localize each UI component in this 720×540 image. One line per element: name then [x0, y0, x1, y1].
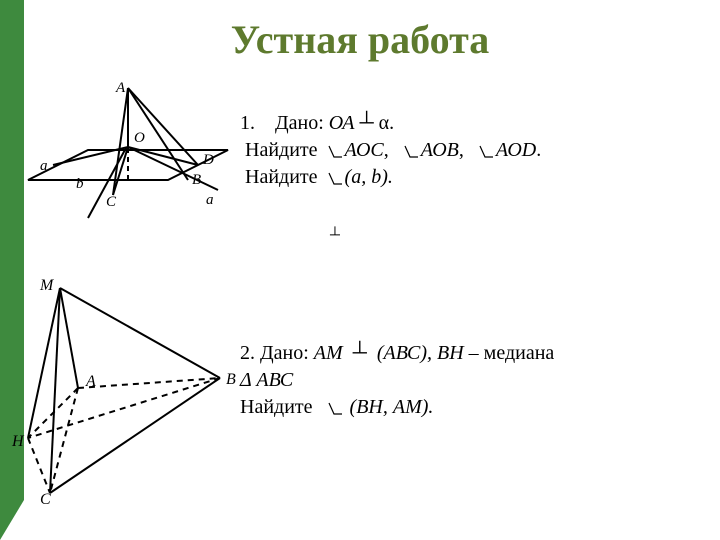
p1-find2: Найдите — [245, 166, 318, 188]
perp-icon: ┴ — [359, 112, 373, 134]
p1-find1: Найдите — [245, 139, 318, 161]
p1-num: 1. — [240, 112, 255, 134]
p2-am: АМ — [314, 342, 343, 364]
d2-label-H: H — [11, 433, 25, 450]
p1-ang1: АОС — [345, 139, 384, 161]
p2-line2: Δ АВС — [240, 367, 700, 394]
p1-ab: (а, b). — [345, 166, 393, 188]
angle-icon — [328, 172, 343, 185]
page-title: Устная работа — [0, 16, 720, 63]
p2-find: Найдите — [240, 396, 313, 418]
d2-label-B: B — [226, 371, 236, 388]
p2-line3: Найдите (ВН, АМ). — [240, 394, 700, 421]
d1-label-O: O — [134, 130, 145, 146]
diagram-1: A O D B C a a b — [18, 80, 238, 240]
angle-icon — [328, 402, 343, 415]
stray-perp-icon: ┴ — [330, 228, 340, 244]
p2-args: (ВН, АМ). — [350, 396, 434, 418]
problem-2: 2. Дано: АМ ┴ (АВС), ВН – медиана Δ АВС … — [240, 340, 700, 421]
p1-line2: Найдите АОС, АОВ, АОD. — [240, 137, 700, 164]
p2-median: медиана — [484, 342, 555, 364]
d1-label-D: D — [202, 152, 214, 168]
p1-alpha: α. — [379, 112, 394, 134]
perp-icon: ┴ — [353, 342, 367, 364]
angle-icon — [479, 145, 494, 158]
p1-ang3: АОD — [496, 139, 536, 161]
angle-icon — [404, 145, 419, 158]
p1-ang2: АОВ — [421, 139, 459, 161]
p2-line1: 2. Дано: АМ ┴ (АВС), ВН – медиана — [240, 340, 700, 367]
p2-dash: – — [469, 342, 479, 364]
problem-1: 1. Дано: ОА ┴ α. Найдите АОС, АОВ, АОD. … — [240, 110, 700, 191]
p2-given: Дано: — [260, 342, 309, 364]
p1-oa: ОА — [329, 112, 355, 134]
d1-label-C: C — [106, 194, 117, 210]
d1-label-a-left: a — [40, 158, 48, 174]
p2-dabc: Δ АВС — [240, 369, 293, 391]
d2-label-M: M — [39, 277, 55, 294]
p2-bh: ВН — [437, 342, 464, 364]
d2-label-A: A — [85, 373, 96, 390]
p1-line1: 1. Дано: ОА ┴ α. — [240, 110, 700, 137]
d2-label-C: C — [40, 491, 51, 508]
diagram-2: M A B C H — [10, 268, 250, 508]
d1-label-b: b — [76, 176, 84, 192]
p2-num: 2. — [240, 342, 255, 364]
p1-line3: Найдите (а, b). — [240, 164, 700, 191]
d1-label-a-right: a — [206, 192, 214, 208]
d1-label-B: B — [192, 172, 201, 188]
title-text: Устная работа — [231, 17, 489, 62]
angle-icon — [328, 145, 343, 158]
d1-label-A: A — [115, 80, 126, 96]
p2-abc: (АВС), — [377, 342, 432, 364]
p1-given-label: Дано: — [275, 112, 324, 134]
